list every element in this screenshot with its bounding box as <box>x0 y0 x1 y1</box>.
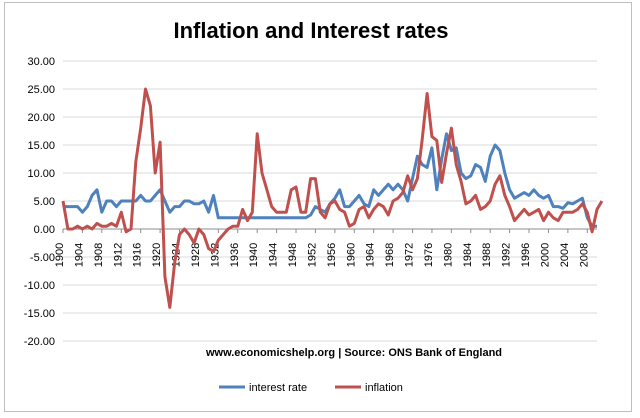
x-tick-label: 2000 <box>539 243 551 267</box>
y-tick-label: 20.00 <box>27 112 55 124</box>
legend-label: interest rate <box>249 382 307 394</box>
x-tick-label: 1988 <box>481 243 493 267</box>
x-tick-label: 1948 <box>287 243 299 267</box>
legend: interest rate inflation <box>219 382 403 394</box>
y-tick-label: 0.00 <box>34 224 55 236</box>
y-tick-label: -20.00 <box>24 336 55 348</box>
x-tick-label: 1996 <box>520 243 532 267</box>
y-tick-label: 25.00 <box>27 84 55 96</box>
x-tick-label: 1952 <box>306 243 318 267</box>
series-line-interest-rate <box>63 132 597 228</box>
x-tick-label: 1968 <box>384 243 396 267</box>
inflation-interest-chart: Inflation and Interest rates 30.00 25.00 2… <box>24 18 604 394</box>
chart-title: Inflation and Interest rates <box>173 18 448 43</box>
y-tick-label: -5.00 <box>30 252 55 264</box>
chart-frame: Inflation and Interest rates 30.00 25.00 2… <box>4 2 632 412</box>
series-line-inflation <box>61 87 604 309</box>
x-tick-label: 1964 <box>365 243 377 267</box>
x-tick-label: 1976 <box>423 243 435 267</box>
x-tick-labels: 1900 1904 1908 1912 1916 1920 1924 1928 1932 1936… <box>54 243 590 267</box>
y-tick-label: 10.00 <box>27 168 55 180</box>
x-tick-label: 1932 <box>209 243 221 267</box>
source-note: www.economicshelp.org | Source: ONS Bank… <box>205 347 502 359</box>
legend-label: inflation <box>365 382 403 394</box>
x-tick-label: 2008 <box>578 243 590 267</box>
x-tick-label: 1972 <box>404 243 416 267</box>
x-tick-label: 1920 <box>151 243 163 267</box>
y-tick-label: 30.00 <box>27 56 55 68</box>
y-tick-label: -10.00 <box>24 280 55 292</box>
series-lines <box>61 87 604 309</box>
x-tick-label: 1980 <box>442 243 454 267</box>
x-tick-label: 1984 <box>462 243 474 267</box>
x-tick-label: 1940 <box>248 243 260 267</box>
x-tick-label: 1916 <box>132 243 144 267</box>
x-tick-label: 1992 <box>501 243 513 267</box>
y-tick-label: 15.00 <box>27 140 55 152</box>
x-tick-label: 1900 <box>54 243 66 267</box>
y-tick-labels: 30.00 25.00 20.00 15.00 10.00 5.00 0.00 -5.00 -1… <box>24 56 55 348</box>
x-tick-label: 2004 <box>559 243 571 267</box>
x-tick-label: 1908 <box>93 243 105 267</box>
x-tick-label: 1936 <box>229 243 241 267</box>
y-tick-label: 5.00 <box>34 196 55 208</box>
x-tick-label: 1960 <box>345 243 357 267</box>
x-tick-label: 1904 <box>73 243 85 267</box>
x-tick-label: 1944 <box>268 243 280 267</box>
x-tick-label: 1956 <box>326 243 338 267</box>
x-tick-label: 1912 <box>112 243 124 267</box>
x-tick-label: 1928 <box>190 243 202 267</box>
y-tick-label: -15.00 <box>24 308 55 320</box>
